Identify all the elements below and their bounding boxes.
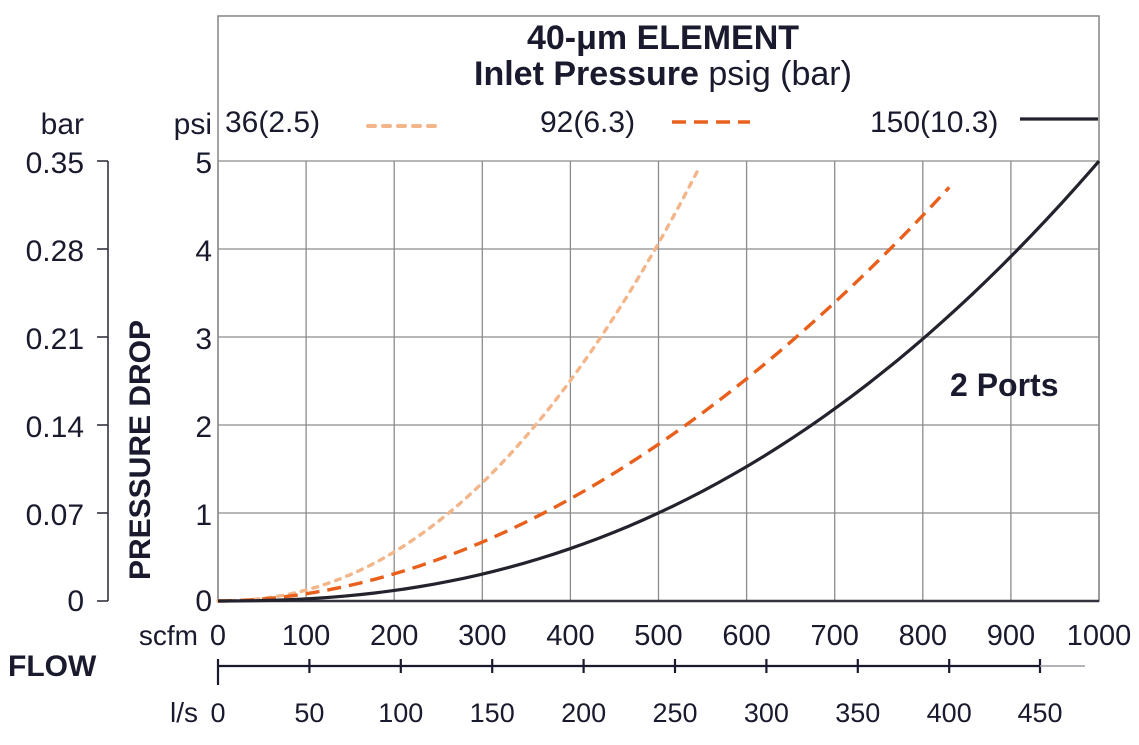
- svg-text:1000: 1000: [1067, 620, 1132, 652]
- svg-text:150: 150: [470, 698, 515, 728]
- svg-text:50: 50: [294, 698, 324, 728]
- svg-text:FLOW: FLOW: [8, 650, 97, 683]
- svg-text:2: 2: [195, 411, 212, 444]
- svg-text:0: 0: [210, 698, 225, 728]
- svg-text:0.21: 0.21: [26, 323, 84, 356]
- svg-text:100: 100: [378, 698, 423, 728]
- svg-text:300: 300: [458, 620, 506, 652]
- svg-text:250: 250: [652, 698, 697, 728]
- svg-text:1: 1: [195, 499, 212, 532]
- svg-text:Inlet Pressure psig (bar): Inlet Pressure psig (bar): [474, 55, 852, 93]
- svg-text:350: 350: [835, 698, 880, 728]
- svg-text:500: 500: [634, 620, 682, 652]
- svg-text:700: 700: [811, 620, 859, 652]
- svg-text:0.28: 0.28: [26, 235, 84, 268]
- svg-text:400: 400: [927, 698, 972, 728]
- svg-text:600: 600: [722, 620, 770, 652]
- svg-text:l/s: l/s: [170, 697, 198, 728]
- svg-text:100: 100: [282, 620, 330, 652]
- svg-text:200: 200: [370, 620, 418, 652]
- svg-text:450: 450: [1017, 698, 1062, 728]
- svg-text:200: 200: [561, 698, 606, 728]
- svg-text:5: 5: [195, 147, 212, 180]
- svg-text:400: 400: [546, 620, 594, 652]
- svg-text:800: 800: [899, 620, 947, 652]
- svg-text:0.35: 0.35: [26, 147, 84, 180]
- svg-text:bar: bar: [41, 108, 84, 141]
- svg-text:psi: psi: [174, 108, 212, 141]
- svg-text:36(2.5): 36(2.5): [225, 106, 320, 139]
- svg-text:0: 0: [195, 585, 212, 618]
- svg-text:0.07: 0.07: [26, 499, 84, 532]
- svg-text:3: 3: [195, 323, 212, 356]
- svg-text:150(10.3): 150(10.3): [870, 106, 998, 139]
- svg-text:0.14: 0.14: [26, 411, 84, 444]
- svg-text:92(6.3): 92(6.3): [540, 106, 635, 139]
- svg-text:scfm: scfm: [139, 620, 198, 651]
- svg-text:2 Ports: 2 Ports: [950, 367, 1058, 403]
- svg-text:4: 4: [195, 235, 212, 268]
- svg-text:PRESSURE DROP: PRESSURE DROP: [124, 320, 157, 580]
- svg-text:40-μm ELEMENT: 40-μm ELEMENT: [527, 19, 799, 57]
- svg-text:900: 900: [987, 620, 1035, 652]
- svg-text:0: 0: [210, 620, 226, 652]
- svg-text:0: 0: [67, 585, 84, 618]
- svg-text:300: 300: [744, 698, 789, 728]
